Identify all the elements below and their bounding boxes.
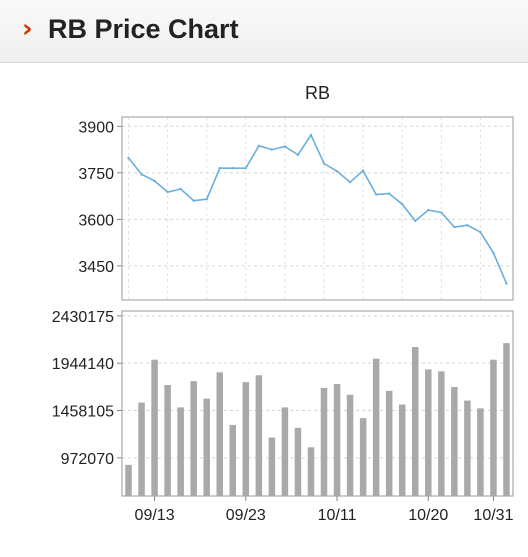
chart-area: RB 3900 3750 3600 3450 2430175 1944140 1458105 9… — [0, 63, 528, 552]
price-point — [440, 211, 443, 214]
volume-bar — [425, 369, 432, 496]
price-point — [283, 145, 287, 148]
price-plot-frame — [121, 116, 514, 301]
price-point — [244, 166, 248, 170]
volume-y-tick-label: 1944140 — [52, 356, 114, 373]
price-y-tick-label: 3600 — [78, 212, 114, 229]
price-point — [466, 224, 469, 227]
price-point — [231, 166, 234, 170]
x-tick-label: 10/31 — [473, 507, 513, 524]
x-tick-label: 10/11 — [318, 507, 357, 524]
price-point — [166, 190, 169, 194]
price-point — [257, 144, 261, 148]
volume-bar — [151, 359, 158, 496]
volume-bar — [346, 394, 354, 496]
price-point — [309, 133, 313, 137]
price-point — [192, 199, 195, 202]
volume-bar — [477, 408, 484, 496]
volume-bar — [503, 343, 510, 496]
volume-bar — [255, 375, 263, 496]
volume-bar — [464, 400, 471, 496]
volume-bar — [398, 404, 406, 496]
volume-bar — [177, 407, 184, 496]
volume-plot-frame — [121, 310, 514, 497]
price-point — [218, 166, 221, 170]
volume-bar — [268, 437, 276, 496]
price-point — [453, 225, 456, 229]
price-point — [153, 179, 156, 183]
volume-bar — [307, 447, 315, 496]
price-series-line — [127, 133, 508, 284]
volume-bar — [203, 398, 210, 496]
volume-y-tick-label: 2430175 — [52, 309, 114, 326]
price-volume-chart: RB 3900 3750 3600 3450 2430175 1944140 1458105 9… — [52, 83, 514, 524]
x-tick-label: 09/13 — [135, 507, 175, 524]
chevron-right-icon: › — [22, 14, 33, 44]
price-point — [361, 169, 365, 172]
price-point — [505, 282, 508, 285]
price-point — [479, 230, 482, 234]
volume-bar — [333, 384, 341, 496]
price-point — [335, 170, 339, 173]
volume-bar — [125, 464, 132, 496]
x-tick-label: 10/20 — [408, 507, 448, 524]
price-point — [414, 219, 417, 223]
price-point — [401, 202, 404, 206]
volume-bar — [451, 386, 458, 496]
price-point — [179, 187, 182, 191]
volume-bar — [490, 359, 497, 496]
volume-bar — [138, 402, 145, 496]
volume-bar — [438, 371, 445, 496]
price-point — [205, 197, 208, 201]
price-point — [387, 192, 391, 195]
price-point — [140, 173, 143, 176]
price-point — [322, 162, 326, 165]
price-y-tick-label: 3450 — [78, 259, 114, 276]
price-point — [374, 193, 378, 196]
volume-bar — [242, 382, 250, 496]
volume-bar — [359, 418, 367, 496]
volume-bar — [281, 407, 289, 496]
price-point — [492, 251, 495, 255]
price-chart-title: RB — [305, 83, 330, 103]
volume-bar — [216, 372, 224, 496]
volume-y-tick-label: 972070 — [61, 451, 114, 468]
volume-bar — [190, 381, 197, 496]
volume-bar — [229, 424, 237, 496]
price-point — [127, 156, 130, 160]
price-point — [348, 180, 352, 184]
price-point — [427, 208, 430, 212]
price-y-tick-label: 3750 — [78, 166, 114, 183]
page-title: RB Price Chart — [48, 14, 239, 44]
x-tick-label: 09/23 — [226, 507, 266, 524]
volume-y-tick-label: 1458105 — [52, 404, 114, 421]
price-point — [296, 153, 300, 157]
volume-bar — [411, 347, 419, 496]
volume-bar — [294, 427, 302, 496]
volume-bar — [372, 358, 380, 496]
volume-bar — [164, 385, 171, 496]
page-header: › RB Price Chart — [0, 0, 528, 63]
volume-bar — [320, 387, 328, 496]
price-y-tick-label: 3900 — [78, 119, 114, 136]
price-point — [270, 148, 274, 151]
volume-bar — [385, 390, 393, 496]
